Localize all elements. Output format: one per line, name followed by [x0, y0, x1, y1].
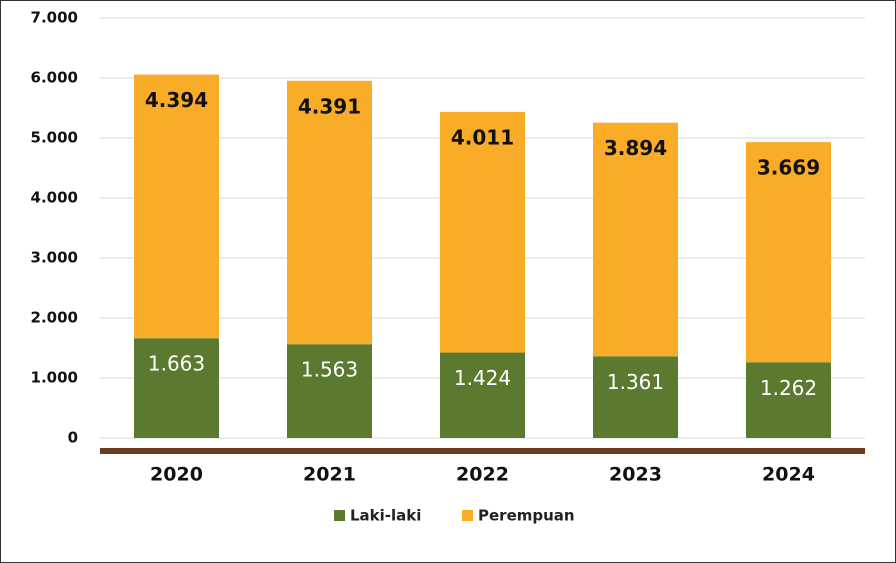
- value-label: 1.563: [301, 358, 358, 382]
- bar-segment: [134, 74, 219, 339]
- bar-segment: [746, 142, 831, 363]
- x-tick-label: 2024: [762, 464, 815, 486]
- legend-swatch: [334, 510, 345, 521]
- y-tick-label: 6.000: [31, 69, 78, 87]
- value-label: 1.361: [607, 370, 664, 394]
- legend-swatch: [462, 510, 473, 521]
- bar-segment: [746, 362, 831, 438]
- value-label: 3.669: [757, 156, 820, 180]
- value-label: 3.894: [604, 136, 667, 160]
- bar-segment: [593, 122, 678, 357]
- value-label: 4.011: [451, 125, 514, 149]
- y-tick-label: 3.000: [31, 249, 78, 267]
- x-tick-label: 2020: [150, 464, 203, 486]
- x-tick-label: 2022: [456, 464, 509, 486]
- bar-segment: [440, 111, 525, 353]
- bar-segment: [593, 356, 678, 438]
- bar-segment: [134, 338, 219, 438]
- y-tick-label: 1.000: [31, 369, 78, 387]
- x-tick-label: 2021: [303, 464, 356, 486]
- y-tick-label: 7.000: [31, 9, 78, 27]
- bar-segment: [287, 344, 372, 438]
- y-tick-label: 4.000: [31, 189, 78, 207]
- legend-label: Perempuan: [478, 507, 575, 525]
- value-label: 1.262: [760, 376, 817, 400]
- y-tick-label: 0: [68, 429, 78, 447]
- value-label: 1.663: [148, 352, 205, 376]
- value-label: 1.424: [454, 366, 511, 390]
- y-tick-label: 5.000: [31, 129, 78, 147]
- bar-segment: [287, 80, 372, 345]
- x-tick-label: 2023: [609, 464, 662, 486]
- y-tick-label: 2.000: [31, 309, 78, 327]
- value-label: 4.391: [298, 94, 361, 118]
- bar-segment: [440, 352, 525, 438]
- legend-label: Laki-laki: [350, 507, 421, 525]
- value-label: 4.394: [145, 88, 208, 112]
